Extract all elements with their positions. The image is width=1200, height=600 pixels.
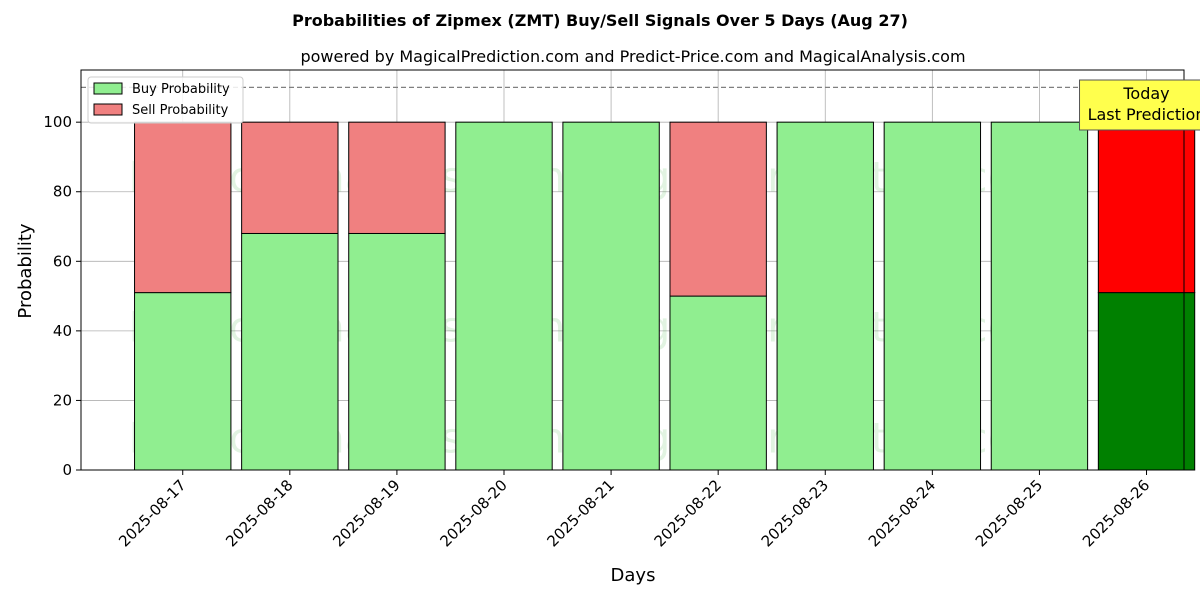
x-tick-label: 2025-08-19 [329, 476, 403, 550]
chart-subtitle: powered by MagicalPrediction.com and Pre… [300, 47, 965, 66]
buy-bar-2025-08-22 [669, 295, 767, 471]
sell-bar-2025-08-17 [134, 121, 232, 294]
x-tick-label: 2025-08-20 [436, 476, 510, 550]
sell-bar-2025-08-22 [669, 121, 767, 297]
x-axis: 2025-08-17 2025-08-18 2025-08-19 2025-08-20… [115, 470, 1153, 550]
y-tick-label: 20 [53, 391, 72, 409]
buy-bar-2025-08-19 [348, 232, 446, 471]
annotation-line-1: Last Prediction [1088, 105, 1200, 124]
plot-frame [80, 69, 1185, 471]
x-tick-label: 2025-08-21 [544, 476, 618, 550]
buy-bar-2025-08-18 [241, 232, 339, 471]
y-tick-label: 100 [43, 113, 72, 131]
x-tick-label: 2025-08-23 [758, 476, 832, 550]
legend-label-1: Sell Probability [132, 103, 229, 118]
sell-bar-2025-08-19 [348, 121, 446, 234]
legend-frame [87, 76, 244, 124]
x-tick-label: 2025-08-17 [115, 476, 189, 550]
buy-bar-2025-08-24 [883, 121, 982, 471]
buy-bar-2025-08-17 [134, 292, 232, 471]
y-tick-label: 40 [53, 322, 72, 340]
x-tick-label: 2025-08-18 [222, 476, 296, 550]
x-tick-label: 2025-08-26 [1079, 476, 1153, 550]
annotation-line-0: Today [1122, 84, 1169, 103]
x-tick-label: 2025-08-24 [865, 476, 939, 550]
x-tick-label: 2025-08-22 [651, 476, 725, 550]
y-axis-label: Probability [15, 223, 36, 318]
buy-bar-2025-08-25 [990, 121, 1089, 471]
legend-label-0: Buy Probability [132, 82, 230, 97]
buy-bar-2025-08-20 [455, 121, 553, 471]
y-tick-label: 60 [53, 252, 72, 270]
sell-bar-2025-08-26 [1097, 121, 1196, 294]
x-axis-label: Days [611, 565, 656, 586]
y-tick-label: 0 [62, 461, 72, 479]
x-tick-label: 2025-08-25 [972, 476, 1046, 550]
annotation-box: Today Last Prediction [1079, 79, 1200, 131]
sell-bar-2025-08-18 [241, 121, 339, 234]
legend-swatch-0 [93, 82, 123, 95]
buy-bar-2025-08-21 [562, 121, 660, 471]
bars [134, 121, 1196, 471]
legend: Buy Probability Sell Probability [87, 76, 244, 124]
buy-bar-2025-08-26 [1097, 292, 1196, 471]
y-axis: 0 20 40 60 80 100 [43, 113, 81, 479]
buy-bar-2025-08-23 [776, 121, 874, 471]
legend-swatch-1 [93, 103, 123, 116]
chart-title: Probabilities of Zipmex (ZMT) Buy/Sell S… [292, 11, 908, 30]
y-tick-label: 80 [53, 183, 72, 201]
annotation-background [1079, 79, 1200, 131]
